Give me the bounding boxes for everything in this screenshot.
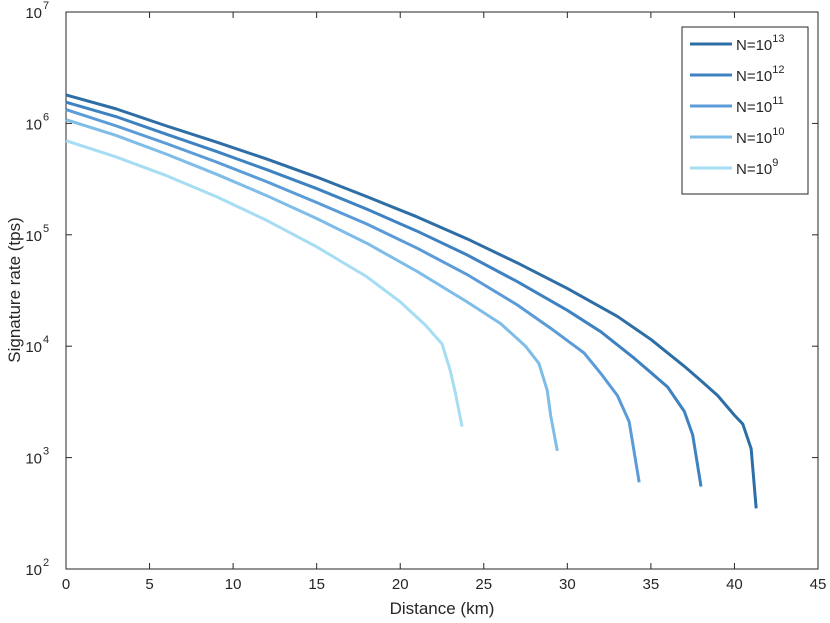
x-tick-label: 40 bbox=[726, 576, 743, 593]
y-tick-exponent: 4 bbox=[43, 334, 49, 346]
x-axis-ticks: 0 5 10 15 20 25 30 35 40 45 bbox=[62, 12, 827, 593]
y-tick-label: 10 bbox=[25, 5, 42, 22]
y-tick-label: 10 bbox=[25, 116, 42, 133]
x-tick-label: 35 bbox=[643, 576, 660, 593]
y-tick-exponent: 3 bbox=[43, 446, 49, 458]
x-tick-label: 10 bbox=[225, 576, 242, 593]
legend-label: N=1011 bbox=[736, 95, 784, 116]
y-tick-exponent: 2 bbox=[43, 557, 49, 569]
series-line-N10e12 bbox=[65, 100, 703, 487]
legend-label-exponent: 9 bbox=[772, 157, 778, 169]
series-lines bbox=[65, 93, 758, 509]
x-tick-label: 20 bbox=[392, 576, 409, 593]
y-tick-label: 10 bbox=[25, 451, 42, 468]
series-line-N10e10 bbox=[65, 118, 559, 452]
series-line-N10e9 bbox=[65, 139, 464, 427]
x-tick-label: 25 bbox=[475, 576, 492, 593]
x-tick-label: 5 bbox=[145, 576, 153, 593]
x-axis-label: Distance (km) bbox=[390, 599, 495, 618]
x-tick-label: 15 bbox=[308, 576, 325, 593]
y-tick-exponent: 5 bbox=[43, 223, 49, 235]
legend-box bbox=[681, 26, 809, 195]
y-tick-exponent: 7 bbox=[43, 0, 49, 12]
series-line-N10e13 bbox=[65, 93, 758, 509]
series-line-N10e11 bbox=[65, 108, 641, 483]
legend-label-exponent: 12 bbox=[772, 64, 784, 76]
x-tick-label: 30 bbox=[559, 576, 576, 593]
legend-label-exponent: 11 bbox=[772, 95, 783, 107]
y-tick-label: 10 bbox=[25, 562, 42, 579]
y-axis-label: Signature rate (tps) bbox=[5, 217, 24, 363]
legend-label-exponent: 13 bbox=[772, 33, 784, 45]
y-tick-label: 10 bbox=[25, 228, 42, 245]
y-tick-exponent: 6 bbox=[43, 111, 49, 123]
x-tick-label: 0 bbox=[62, 576, 70, 593]
legend-label-exponent: 10 bbox=[772, 126, 784, 138]
legend-label: N=109 bbox=[736, 157, 778, 178]
y-tick-label: 10 bbox=[25, 339, 42, 356]
x-tick-label: 45 bbox=[810, 576, 827, 593]
